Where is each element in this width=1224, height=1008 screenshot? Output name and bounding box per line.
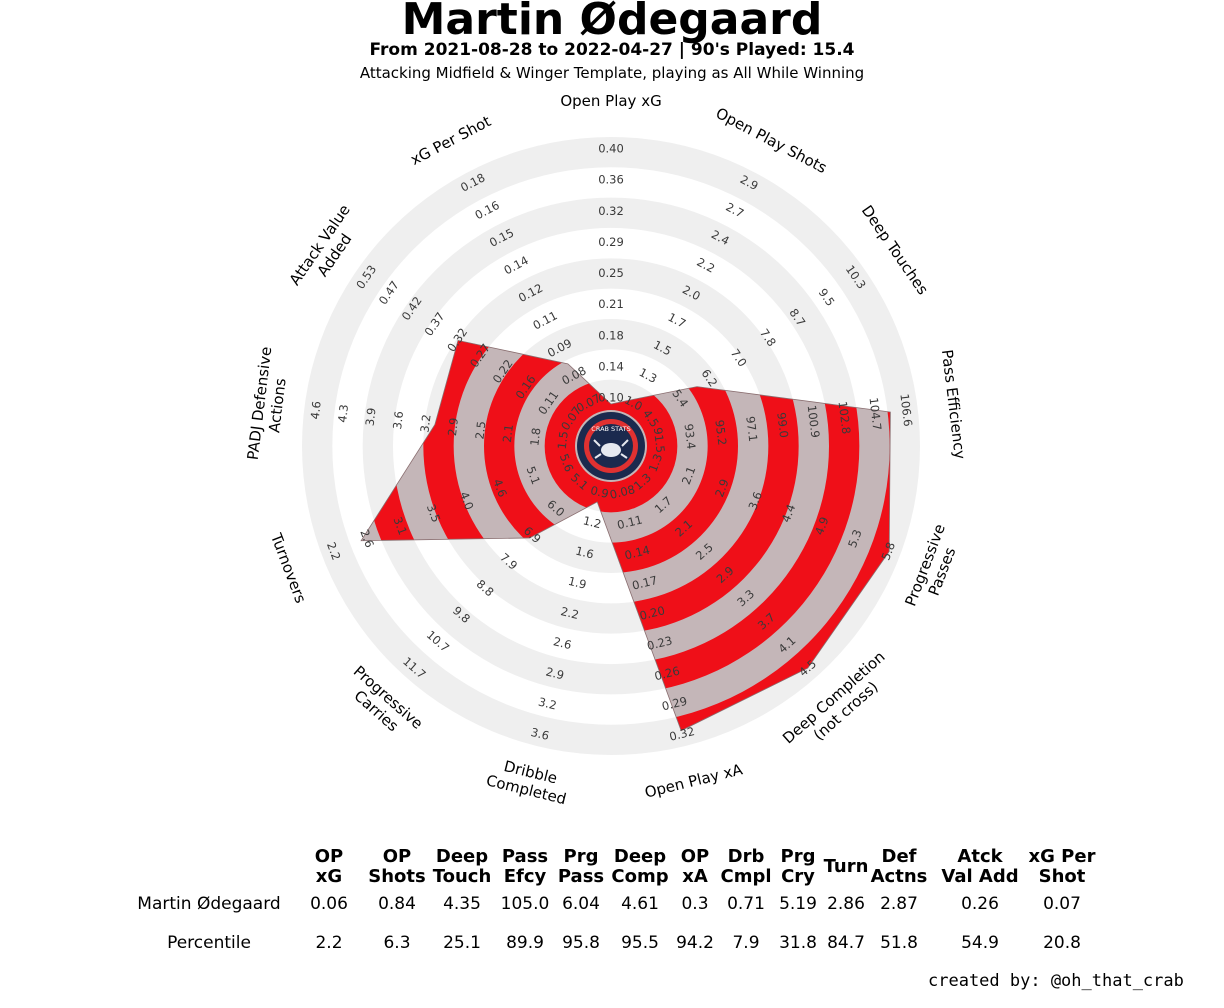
tick-label: 3.9 — [363, 407, 379, 427]
tick-label: 1.8 — [527, 427, 543, 447]
tick-label: 102.8 — [836, 400, 854, 434]
tick-label: 1.3 — [637, 365, 660, 386]
tick-label: 0.11 — [616, 512, 644, 532]
tick-label: 1.2 — [582, 513, 603, 531]
tick-label: 9.5 — [816, 286, 838, 309]
tick-label: 0.14 — [502, 253, 531, 277]
tick-label: 0.40 — [598, 142, 624, 156]
tick-label: 99.0 — [774, 412, 791, 439]
category-label: PADJ DefensiveActions — [244, 346, 293, 463]
tick-label: 0.29 — [660, 694, 688, 714]
tick-label: 2.5 — [472, 420, 488, 440]
tick-label: 0.17 — [631, 573, 659, 593]
category-label: ProgressivePasses — [901, 522, 965, 615]
tick-label: 4.4 — [779, 502, 799, 524]
tick-label: 5.8 — [878, 540, 898, 562]
tick-label: 93.4 — [682, 423, 699, 450]
tick-label: 0.26 — [653, 664, 681, 684]
tick-label: 2.2 — [324, 540, 344, 562]
category-label: xG Per Shot — [408, 112, 494, 169]
tick-label: 106.6 — [897, 393, 915, 427]
tick-label: 1.3 — [646, 452, 666, 474]
tick-label: 0.14 — [598, 359, 624, 373]
logo-text: CRAB STATS — [591, 425, 630, 433]
tick-label: 0.32 — [598, 204, 624, 218]
tick-label: 5.1 — [524, 464, 544, 486]
tick-label: 0.36 — [598, 173, 624, 187]
tick-label: 0.11 — [530, 308, 559, 332]
tick-label: 4.6 — [308, 400, 324, 420]
player-polygon-outline — [360, 339, 891, 732]
tick-label: 2.2 — [694, 255, 717, 276]
tick-label: 2.7 — [723, 200, 746, 221]
tick-label: 3.5 — [424, 502, 444, 524]
tick-label: 2.9 — [445, 417, 461, 437]
category-label: Open Play xA — [643, 760, 745, 802]
tick-label: 0.16 — [473, 198, 502, 222]
tick-label: 3.6 — [529, 725, 550, 743]
category-label: Turnovers — [267, 530, 310, 606]
tick-label: 2.1 — [679, 464, 699, 486]
tick-label: 3.2 — [417, 414, 433, 434]
tick-label: 104.7 — [866, 397, 884, 431]
tick-label: 91.5 — [651, 427, 668, 454]
category-label: Open Play xG — [560, 92, 661, 110]
tick-label: 0.25 — [598, 266, 624, 280]
template-subtitle: Attacking Midfield & Winger Template, pl… — [359, 64, 865, 82]
tick-label: 0.10 — [598, 391, 624, 405]
tick-label: 3.6 — [390, 410, 406, 430]
tick-label: 1.7 — [666, 310, 689, 331]
tick-label: 4.0 — [457, 490, 477, 512]
player-title: Martin Ødegaard — [401, 0, 823, 45]
tick-label: 1.6 — [574, 544, 595, 562]
tick-label: 0.29 — [598, 235, 624, 249]
tick-label: 4.3 — [335, 404, 351, 424]
tick-label: 2.6 — [357, 527, 377, 549]
tick-label: 0.23 — [645, 633, 673, 653]
crab-stats-logo: CRAB STATS — [577, 412, 645, 480]
tick-label: 1.5 — [555, 430, 571, 450]
tick-label: 3.2 — [537, 695, 558, 713]
tick-label: 1.9 — [567, 574, 588, 592]
tick-label: 100.9 — [805, 404, 823, 438]
tick-label: 4.6 — [490, 477, 510, 499]
tick-label: 0.20 — [638, 603, 666, 623]
tick-label: 0.14 — [623, 543, 651, 563]
player-polygon — [360, 339, 891, 732]
tick-label: 4.9 — [812, 515, 832, 537]
tick-label: 0.21 — [598, 297, 624, 311]
category-label: Pass Efficiency — [938, 349, 969, 461]
polygon-ring-band — [544, 379, 678, 513]
tick-label: 3.1 — [390, 515, 410, 537]
tick-label: 2.6 — [552, 634, 573, 652]
tick-label: 5.6 — [557, 452, 577, 474]
tick-label: 5.3 — [845, 527, 865, 549]
tick-label: 0.08 — [608, 482, 636, 502]
tick-label: 3.6 — [745, 490, 765, 512]
tick-label: 2.2 — [559, 604, 580, 622]
date-range-subtitle: From 2021-08-28 to 2022-04-27 | 90's Pla… — [369, 40, 855, 60]
tick-label: 2.9 — [712, 477, 732, 499]
tick-label: 97.1 — [743, 415, 760, 442]
credit-footer: created by: @oh_that_crab — [928, 971, 1184, 991]
tick-label: 0.9 — [589, 483, 610, 501]
tick-label: 2.9 — [544, 664, 565, 682]
category-label: DribbleCompleted — [484, 754, 572, 808]
tick-label: 2.1 — [500, 424, 516, 444]
tick-label: 0.18 — [598, 328, 624, 342]
tick-label: 0.32 — [668, 724, 696, 744]
tick-label: 95.2 — [712, 419, 729, 446]
